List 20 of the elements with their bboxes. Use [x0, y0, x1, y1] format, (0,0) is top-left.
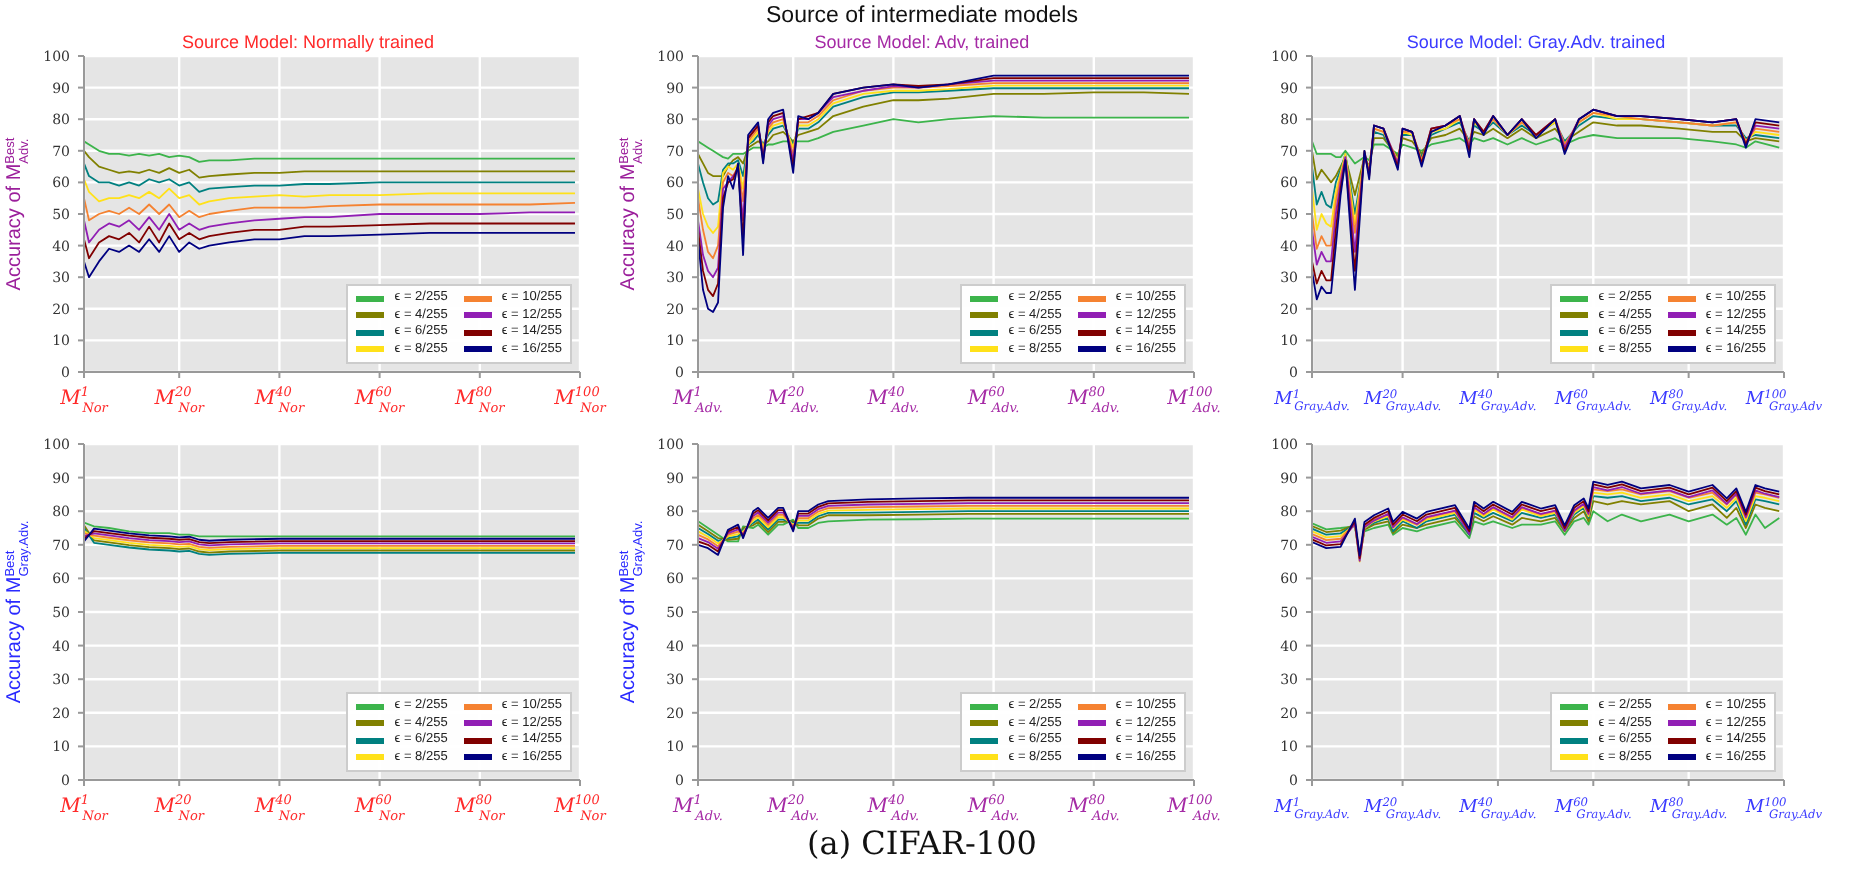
line-series: [698, 115, 1190, 160]
line-series: [698, 87, 1190, 206]
line-series: [698, 84, 1190, 234]
line-series: [84, 197, 576, 222]
line-series: [84, 521, 576, 538]
line-series: [698, 517, 1190, 543]
line-series: [84, 232, 576, 279]
line-series: [84, 162, 576, 193]
line-series: [84, 178, 576, 206]
line-series: [84, 211, 576, 244]
chart-title: Source Model: Gray.Adv. trained: [1406, 32, 1666, 52]
text: (a) CIFAR-100: [805, 824, 1039, 862]
chart-title: Source Model: Normally trained: [181, 32, 435, 52]
line-series: [84, 149, 576, 179]
chart-title: Source of intermediate models: [764, 4, 1080, 28]
line-series: [84, 222, 576, 260]
line-series: [84, 140, 576, 163]
line-series: [1312, 134, 1781, 165]
line-series: [698, 91, 1190, 177]
chart-subtitle: Source Model: Adv, trained: [814, 32, 1030, 52]
